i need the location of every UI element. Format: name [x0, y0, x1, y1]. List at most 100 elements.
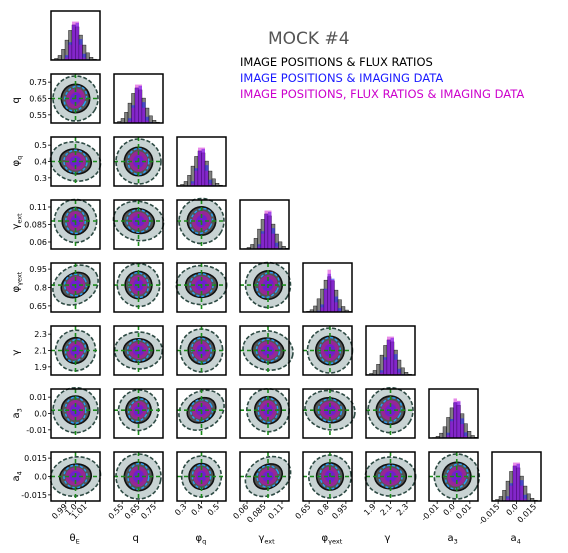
- hist-bar-imaging-data: [334, 296, 338, 312]
- hist-bar-imaging-data: [331, 278, 335, 312]
- hist-bar-combined: [394, 359, 398, 375]
- hist-bar-imaging-data: [506, 496, 510, 501]
- contour-imaging-data: [126, 208, 151, 234]
- panel-frame: [113, 199, 164, 250]
- x-axis-label-theta_E: θE: [70, 533, 80, 546]
- hist-bar-imaging-data: [464, 432, 468, 438]
- x-axis-label-gamma: γ: [385, 533, 391, 544]
- hist-bar-combined: [65, 57, 69, 60]
- hist-bar-combined: [75, 21, 79, 60]
- contour-panel-phi_gamma_ext-vs-gamma: [302, 325, 354, 376]
- panel-frame: [50, 10, 101, 61]
- hist-bar-flux-ratios: [253, 238, 258, 250]
- hist-bar-imaging-data: [450, 419, 454, 438]
- hist-bar-imaging-data: [75, 22, 79, 60]
- x-axis-label-phi_q: φq: [196, 533, 207, 546]
- x-tick-label: 2.3: [395, 502, 410, 517]
- hist-bar-imaging-data: [138, 85, 142, 123]
- hist-bar-imaging-data: [194, 168, 198, 186]
- histogram-panel-a3: [428, 388, 479, 439]
- x-tick-label: 0.11: [266, 502, 285, 521]
- contour-panel-theta_E-vs-gamma: 1.9 2.1 2.3 γ: [11, 325, 101, 376]
- hist-bar-combined: [520, 485, 524, 501]
- hist-bar-combined: [205, 170, 209, 186]
- contour-panel-gamma_ext-vs-a3: [239, 387, 290, 439]
- panel-frame: [176, 199, 227, 250]
- panel-frame: [113, 262, 164, 313]
- contour-panel-phi_q-vs-phi_gamma_ext: [175, 262, 228, 313]
- y-tick-label: 0.4: [34, 158, 47, 167]
- hist-bar-combined: [387, 336, 391, 375]
- contour-imaging-data: [189, 207, 214, 235]
- panel-frame: [113, 325, 164, 376]
- contour-panel-phi_q-vs-gamma: [176, 325, 227, 376]
- panel-frame: [239, 388, 290, 439]
- hist-bar-flux-ratios: [467, 431, 472, 439]
- contour-panel-q-vs-gamma: [113, 325, 164, 376]
- hist-bar-imaging-data: [191, 181, 195, 186]
- contour-imaging-data: [255, 338, 281, 363]
- hist-bar-combined: [380, 372, 384, 375]
- hist-bar-flux-ratios: [124, 112, 129, 124]
- hist-bar-combined: [264, 210, 268, 249]
- hist-bar-imaging-data: [145, 116, 149, 123]
- hist-bar-combined: [457, 400, 461, 438]
- hist-bar-combined: [194, 170, 198, 186]
- contour-panel-theta_E-vs-phi_q: 0.3 0.4 0.5 φq: [11, 136, 102, 187]
- hist-bar-combined: [145, 120, 149, 123]
- y-tick-label: 0.95: [29, 265, 47, 274]
- y-tick-label: 0.3: [34, 174, 47, 183]
- hist-bar-combined: [383, 359, 387, 375]
- hist-bar-imaging-data: [198, 150, 202, 186]
- hist-bar-combined: [334, 302, 338, 312]
- hist-bar-combined: [257, 246, 261, 249]
- hist-bar-combined: [72, 21, 76, 60]
- hist-bar-imaging-data: [261, 231, 265, 249]
- contour-imaging-data: [63, 149, 88, 174]
- hist-bar-combined: [275, 246, 279, 249]
- hist-bar-combined: [135, 84, 139, 123]
- y-tick-label: 0.0: [34, 473, 47, 482]
- panel-frame: [239, 262, 290, 313]
- y-axis-label-gamma: γ: [11, 350, 22, 356]
- hist-bar-combined: [453, 398, 457, 438]
- hist-bar-combined: [208, 183, 212, 186]
- hist-bar-flux-ratios: [148, 115, 153, 124]
- contour-panel-theta_E-vs-q: 0.55 0.65 0.75 q: [11, 73, 101, 124]
- x-tick-label: 0.4: [190, 502, 205, 517]
- contour-panel-phi_q-vs-a4: 0.3 0.4 0.5 φq: [173, 451, 227, 546]
- contour-imaging-data: [319, 463, 341, 490]
- hist-bar-combined: [201, 147, 205, 186]
- x-tick-label: 0.01: [454, 502, 473, 521]
- contour-panel-q-vs-a4: 0.550.650.75 q: [107, 451, 164, 544]
- hist-bar-flux-ratios: [376, 364, 381, 376]
- hist-bar-imaging-data: [82, 53, 86, 60]
- panel-frame: [176, 325, 227, 376]
- contour-imaging-data: [63, 464, 88, 489]
- hist-bar-imaging-data: [271, 228, 275, 249]
- y-tick-label: 2.1: [34, 347, 47, 356]
- x-tick-label: 0.3: [173, 502, 188, 517]
- hist-bar-flux-ratios: [313, 305, 318, 313]
- hist-bar-imaging-data: [68, 42, 72, 60]
- hist-bar-imaging-data: [128, 118, 132, 123]
- x-tick-label: 0.085: [245, 502, 268, 525]
- x-axis-label-a3: a3: [448, 533, 458, 546]
- contour-imaging-data: [190, 337, 213, 364]
- hist-bar-imaging-data: [457, 401, 461, 438]
- hist-bar-imaging-data: [79, 39, 83, 60]
- contour-panel-q-vs-phi_q: [113, 136, 164, 187]
- contour-imaging-data: [63, 273, 88, 297]
- hist-bar-combined: [450, 421, 454, 438]
- hist-bar-flux-ratios: [85, 52, 90, 61]
- hist-bar-imaging-data: [397, 368, 401, 375]
- legend-entry-flux-ratios: IMAGE POSITIONS & FLUX RATIOS: [240, 55, 433, 69]
- y-tick-label: -0.015: [21, 491, 47, 500]
- x-axis-label-q: q: [133, 533, 139, 544]
- x-tick-label: 1.9: [362, 502, 377, 517]
- hist-bar-combined: [138, 84, 142, 123]
- legend-entry-combined: IMAGE POSITIONS, FLUX RATIOS & IMAGING D…: [240, 87, 525, 101]
- hist-bar-imaging-data: [135, 87, 139, 123]
